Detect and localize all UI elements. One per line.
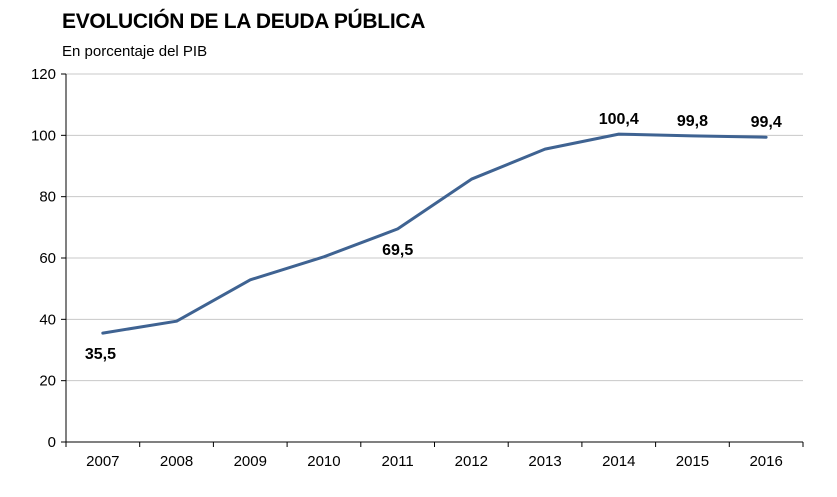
y-tick-label: 40 xyxy=(39,311,56,328)
gridlines xyxy=(66,73,803,382)
x-tick-label-2011: 2011 xyxy=(382,453,414,470)
axes: 0 20 40 60 80 100 120 2007 2008 2009 2010 2011 2012 2… xyxy=(31,66,804,470)
chart-subtitle: En porcentaje del PIB xyxy=(62,43,208,60)
data-label-2007: 35,5 xyxy=(85,346,116,363)
x-tick-label-2015: 2015 xyxy=(676,453,709,470)
chart-title: EVOLUCIÓN DE LA DEUDA PÚBLICA xyxy=(62,10,426,33)
x-tick-label-2009: 2009 xyxy=(234,453,267,470)
x-tick-label-2007: 2007 xyxy=(86,453,119,470)
y-tick-label: 120 xyxy=(31,66,56,83)
y-tick-label: 80 xyxy=(39,189,56,206)
data-labels: 35,5 69,5 100,4 99,8 99,4 xyxy=(85,111,782,363)
x-tick-label-2013: 2013 xyxy=(528,453,561,470)
data-label-2014: 100,4 xyxy=(599,111,639,128)
series-line-0 xyxy=(101,132,768,335)
x-tick-label-2012: 2012 xyxy=(455,453,488,470)
y-tick-label: 20 xyxy=(39,373,56,390)
series xyxy=(101,132,768,335)
y-tick-label: 60 xyxy=(39,250,56,267)
x-tick-label-2008: 2008 xyxy=(160,453,193,470)
x-tick-label-2010: 2010 xyxy=(307,453,340,470)
y-tick-label: 100 xyxy=(31,127,56,144)
data-label-2015: 99,8 xyxy=(677,113,708,130)
x-tick-label-2016: 2016 xyxy=(749,453,782,470)
x-tick-label-2014: 2014 xyxy=(602,453,635,470)
data-label-2016: 99,4 xyxy=(751,114,782,131)
data-label-2011: 69,5 xyxy=(382,242,413,259)
y-tick-label: 0 xyxy=(48,434,56,451)
